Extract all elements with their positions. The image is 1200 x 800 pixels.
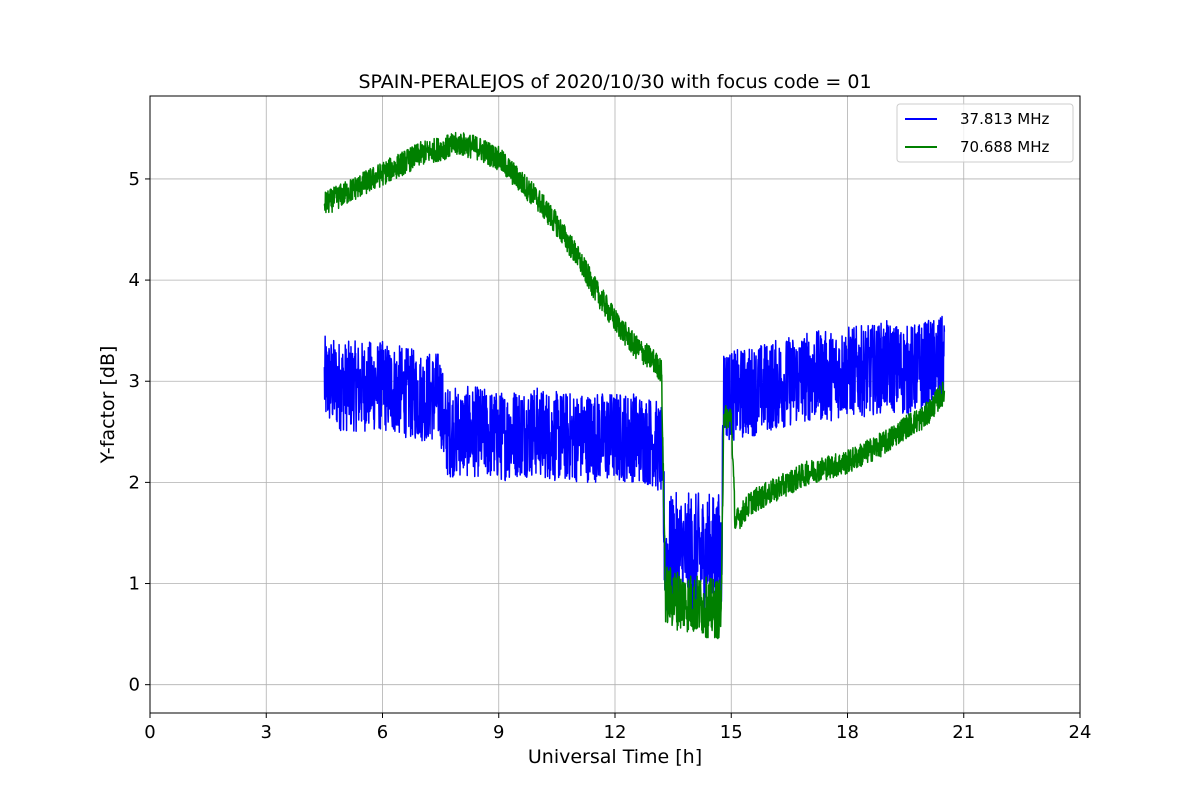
- legend-box: [896, 103, 1074, 163]
- x-tick-label: 9: [493, 722, 504, 743]
- x-tick-label: 15: [720, 722, 743, 743]
- x-tick-label: 18: [836, 722, 859, 743]
- legend-entry-70-688: 70.688 MHz: [960, 138, 1049, 156]
- y-tick-label: 0: [129, 675, 140, 696]
- series-70-688-line: [323, 131, 946, 640]
- y-tick-label: 3: [129, 371, 140, 392]
- series-37-813-line: [323, 315, 946, 615]
- x-axis-label: Universal Time [h]: [528, 746, 702, 768]
- y-tick-label: 1: [129, 574, 140, 595]
- x-tick-label: 21: [952, 722, 975, 743]
- legend: 37.813 MHz 70.688 MHz: [896, 103, 1074, 163]
- legend-entry-37-813: 37.813 MHz: [960, 110, 1049, 128]
- x-tick-label: 24: [1069, 722, 1092, 743]
- y-axis-label: Y-factor [dB]: [97, 346, 119, 465]
- y-tick-label: 5: [129, 169, 140, 190]
- x-tick-label: 0: [144, 722, 155, 743]
- chart-title: SPAIN-PERALEJOS of 2020/10/30 with focus…: [358, 71, 871, 93]
- plot-area: [323, 131, 946, 640]
- x-tick-label: 6: [377, 722, 388, 743]
- x-tick-label: 12: [604, 722, 627, 743]
- y-tick-label: 4: [129, 270, 140, 291]
- x-tick-label: 3: [261, 722, 272, 743]
- y-tick-label: 2: [129, 472, 140, 493]
